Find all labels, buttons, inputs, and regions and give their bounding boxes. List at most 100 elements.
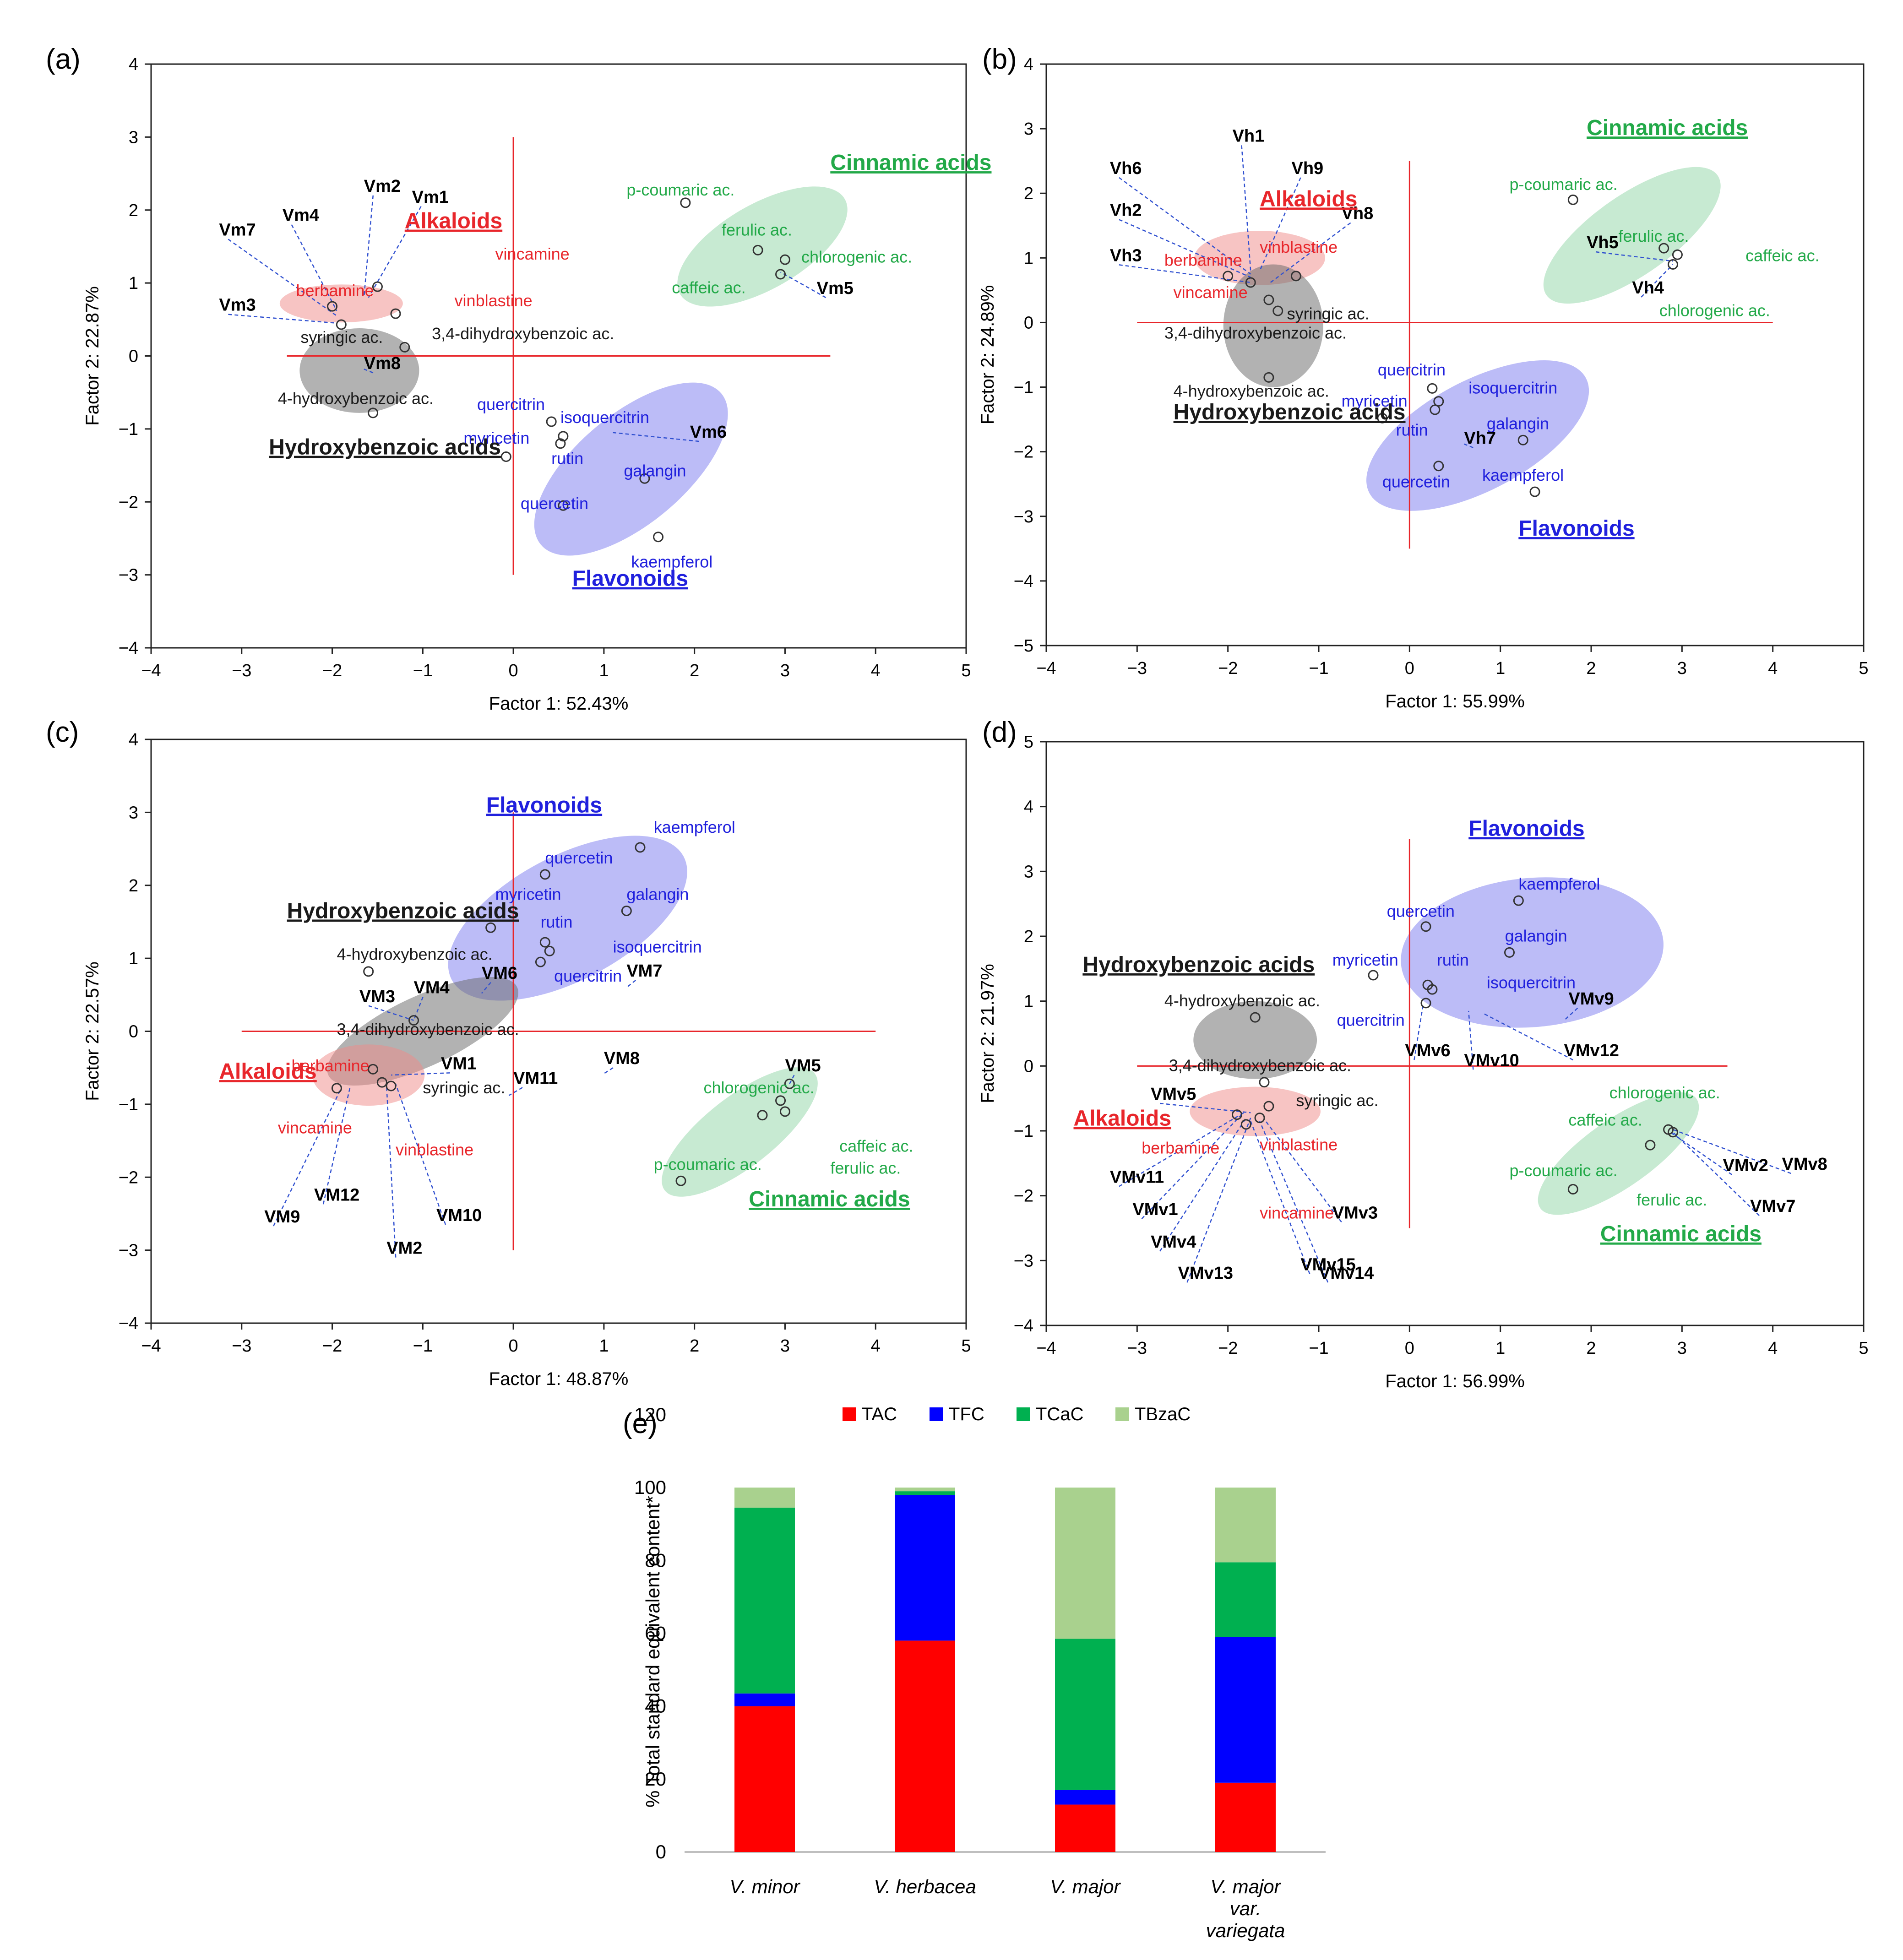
sample-label-vmv12: VMv12 bbox=[1564, 1041, 1619, 1060]
y-tick-label: −3 bbox=[119, 1241, 138, 1260]
point-label-quercitrin: quercitrin bbox=[554, 966, 622, 985]
leader-line-vm7 bbox=[228, 239, 337, 316]
data-point-berbamine bbox=[1232, 1109, 1242, 1120]
panel-label: (c) bbox=[46, 717, 79, 748]
y-tick-label: 0 bbox=[1024, 313, 1033, 332]
y-tick-label: 3 bbox=[129, 803, 138, 822]
point-label-rutin: rutin bbox=[551, 449, 583, 467]
sample-label-vh4: Vh4 bbox=[1632, 278, 1664, 298]
point-label-isoquercitrin: isoquercitrin bbox=[1468, 379, 1557, 397]
data-point-kaempferol bbox=[653, 532, 664, 543]
y-tick-label: 4 bbox=[1024, 798, 1033, 817]
leader-line-vmv6 bbox=[1414, 1004, 1424, 1060]
y-tick-label: 4 bbox=[129, 55, 138, 74]
x-tick-label: 5 bbox=[1859, 1339, 1868, 1358]
leader-line-vm1 bbox=[391, 1072, 450, 1076]
x-axis-label: Factor 1: 56.99% bbox=[1385, 1371, 1525, 1391]
legend-swatch-tac bbox=[843, 1407, 856, 1421]
bar-segment-tfc-v-herbacea bbox=[895, 1495, 955, 1641]
group-label-cinnamic-acids: Cinnamic acids bbox=[1600, 1222, 1762, 1246]
data-point-rutin bbox=[1430, 404, 1441, 415]
data-point-chlorogenic-ac bbox=[784, 1078, 795, 1089]
group-ellipse-hydroxybenzoic-acids bbox=[1223, 264, 1323, 387]
data-point-4-hydroxybenzoic-ac bbox=[1250, 1012, 1261, 1023]
data-point-syringic-ac bbox=[1263, 1101, 1274, 1112]
group-label-flavonoids: Flavonoids bbox=[572, 567, 688, 591]
y-tick-label: 120 bbox=[634, 1404, 666, 1425]
data-point-3-4-dihydroxybenzoic-ac bbox=[1263, 294, 1274, 305]
x-tick-label: 5 bbox=[961, 661, 971, 680]
data-point-3-4-dihydroxybenzoic-ac bbox=[399, 342, 410, 353]
data-point-chlorogenic-ac bbox=[779, 254, 790, 265]
leader-line-vm3 bbox=[368, 1005, 414, 1021]
sample-label-vm12: VM12 bbox=[314, 1185, 359, 1205]
sample-label-vm11: VM11 bbox=[513, 1069, 558, 1088]
data-point-isoquercitrin bbox=[558, 431, 569, 442]
sample-label-vh8: Vh8 bbox=[1342, 204, 1374, 223]
legend-label-tfc: TFC bbox=[949, 1404, 984, 1424]
leader-line-vh1 bbox=[1241, 145, 1251, 271]
y-tick-label: 3 bbox=[1024, 862, 1033, 881]
y-tick-label: 80 bbox=[645, 1549, 666, 1571]
point-label-vinblastine: vinblastine bbox=[396, 1140, 473, 1159]
x-tick-label: −3 bbox=[232, 1336, 251, 1356]
group-ellipse-cinnamic-acids bbox=[677, 186, 848, 307]
x-tick-label: 0 bbox=[1405, 1339, 1414, 1358]
point-label-3-4-dihydroxybenzoic-ac: 3,4-dihydroxybenzoic ac. bbox=[1169, 1056, 1351, 1075]
y-tick-label: 4 bbox=[1024, 55, 1033, 74]
point-label-rutin: rutin bbox=[540, 912, 572, 931]
data-point-vinblastine bbox=[1290, 271, 1301, 282]
y-tick-label: 1 bbox=[129, 949, 138, 968]
panel-label: (e) bbox=[623, 1408, 658, 1439]
y-tick-label: −1 bbox=[119, 420, 138, 439]
x-tick-label: 4 bbox=[1768, 659, 1778, 678]
x-tick-label: 2 bbox=[690, 661, 699, 680]
bar-segment-tbzac-v-major bbox=[1055, 1488, 1115, 1639]
point-label-ferulic-ac: ferulic ac. bbox=[722, 221, 792, 239]
sample-label-vmv9: VMv9 bbox=[1568, 989, 1614, 1009]
data-point-p-coumaric-ac bbox=[757, 1110, 768, 1121]
sample-label-vm5: VM5 bbox=[785, 1056, 821, 1075]
data-point-3-4-dihydroxybenzoic-ac bbox=[1259, 1077, 1270, 1088]
bar-segment-tbzac-v-minor bbox=[734, 1488, 795, 1508]
panel-label: (b) bbox=[982, 43, 1017, 75]
y-tick-label: 1 bbox=[1024, 992, 1033, 1011]
x-axis-label: Factor 1: 55.99% bbox=[1385, 691, 1525, 711]
y-tick-label: −1 bbox=[1014, 1122, 1033, 1141]
leader-line-vm10 bbox=[395, 1083, 446, 1225]
leader-line-vmv10 bbox=[1468, 1010, 1474, 1070]
sample-label-vmv15: VMv15 bbox=[1300, 1255, 1355, 1275]
panel-c-scatter: (c) −4 −3 −2 −1 0 1 2 3 4 5 −4 −3 −2 −1 0 1 2 3 4 Factor 1: … bbox=[46, 717, 971, 1389]
x-tick-label: −2 bbox=[322, 661, 342, 680]
sample-label-vmv13: VMv13 bbox=[1178, 1264, 1233, 1283]
data-point-kaempferol bbox=[1529, 486, 1540, 497]
group-ellipse-flavonoids bbox=[1366, 360, 1589, 511]
leader-line-vmv4 bbox=[1159, 1117, 1247, 1252]
sample-label-vm10: VM10 bbox=[436, 1206, 482, 1225]
category-label-v-herbacea: V. herbacea bbox=[874, 1876, 976, 1897]
data-point-p-coumaric-ac bbox=[1567, 1184, 1578, 1194]
sample-label-vm4: VM4 bbox=[414, 978, 450, 998]
data-point-caffeic-ac bbox=[1668, 1127, 1678, 1138]
bar-segment-tfc-v-major-var-variegata bbox=[1215, 1637, 1276, 1783]
sample-label-vmv11: VMv11 bbox=[1110, 1167, 1164, 1187]
x-tick-label: −1 bbox=[1309, 1339, 1328, 1358]
leader-line-vm8 bbox=[604, 1067, 614, 1074]
panel-d-scatter: (d) −4 −3 −2 −1 0 1 2 3 4 5 −4 −3 −2 −1 0 1 2 3 4 5 Factor 1:… bbox=[978, 717, 1869, 1391]
group-ellipse-flavonoids bbox=[1401, 877, 1664, 1028]
x-tick-label: 2 bbox=[1586, 659, 1596, 678]
group-ellipse-hydroxybenzoic-acids bbox=[299, 328, 419, 413]
leader-line-vh7 bbox=[1463, 443, 1473, 448]
leader-line-vm5 bbox=[789, 1075, 795, 1084]
x-tick-label: 3 bbox=[780, 661, 790, 680]
y-tick-label: −2 bbox=[119, 493, 138, 512]
point-label-vincamine: vincamine bbox=[495, 244, 570, 263]
x-tick-label: −2 bbox=[322, 1336, 342, 1356]
sample-label-vm2: Vm2 bbox=[364, 177, 401, 196]
y-tick-label: 2 bbox=[1024, 927, 1033, 946]
point-label-berbamine: berbamine bbox=[296, 281, 374, 300]
y-tick-label: 1 bbox=[129, 274, 138, 293]
category-label-v-major: V. major bbox=[1050, 1876, 1121, 1897]
point-label-p-coumaric-ac: p-coumaric ac. bbox=[1510, 1161, 1618, 1180]
